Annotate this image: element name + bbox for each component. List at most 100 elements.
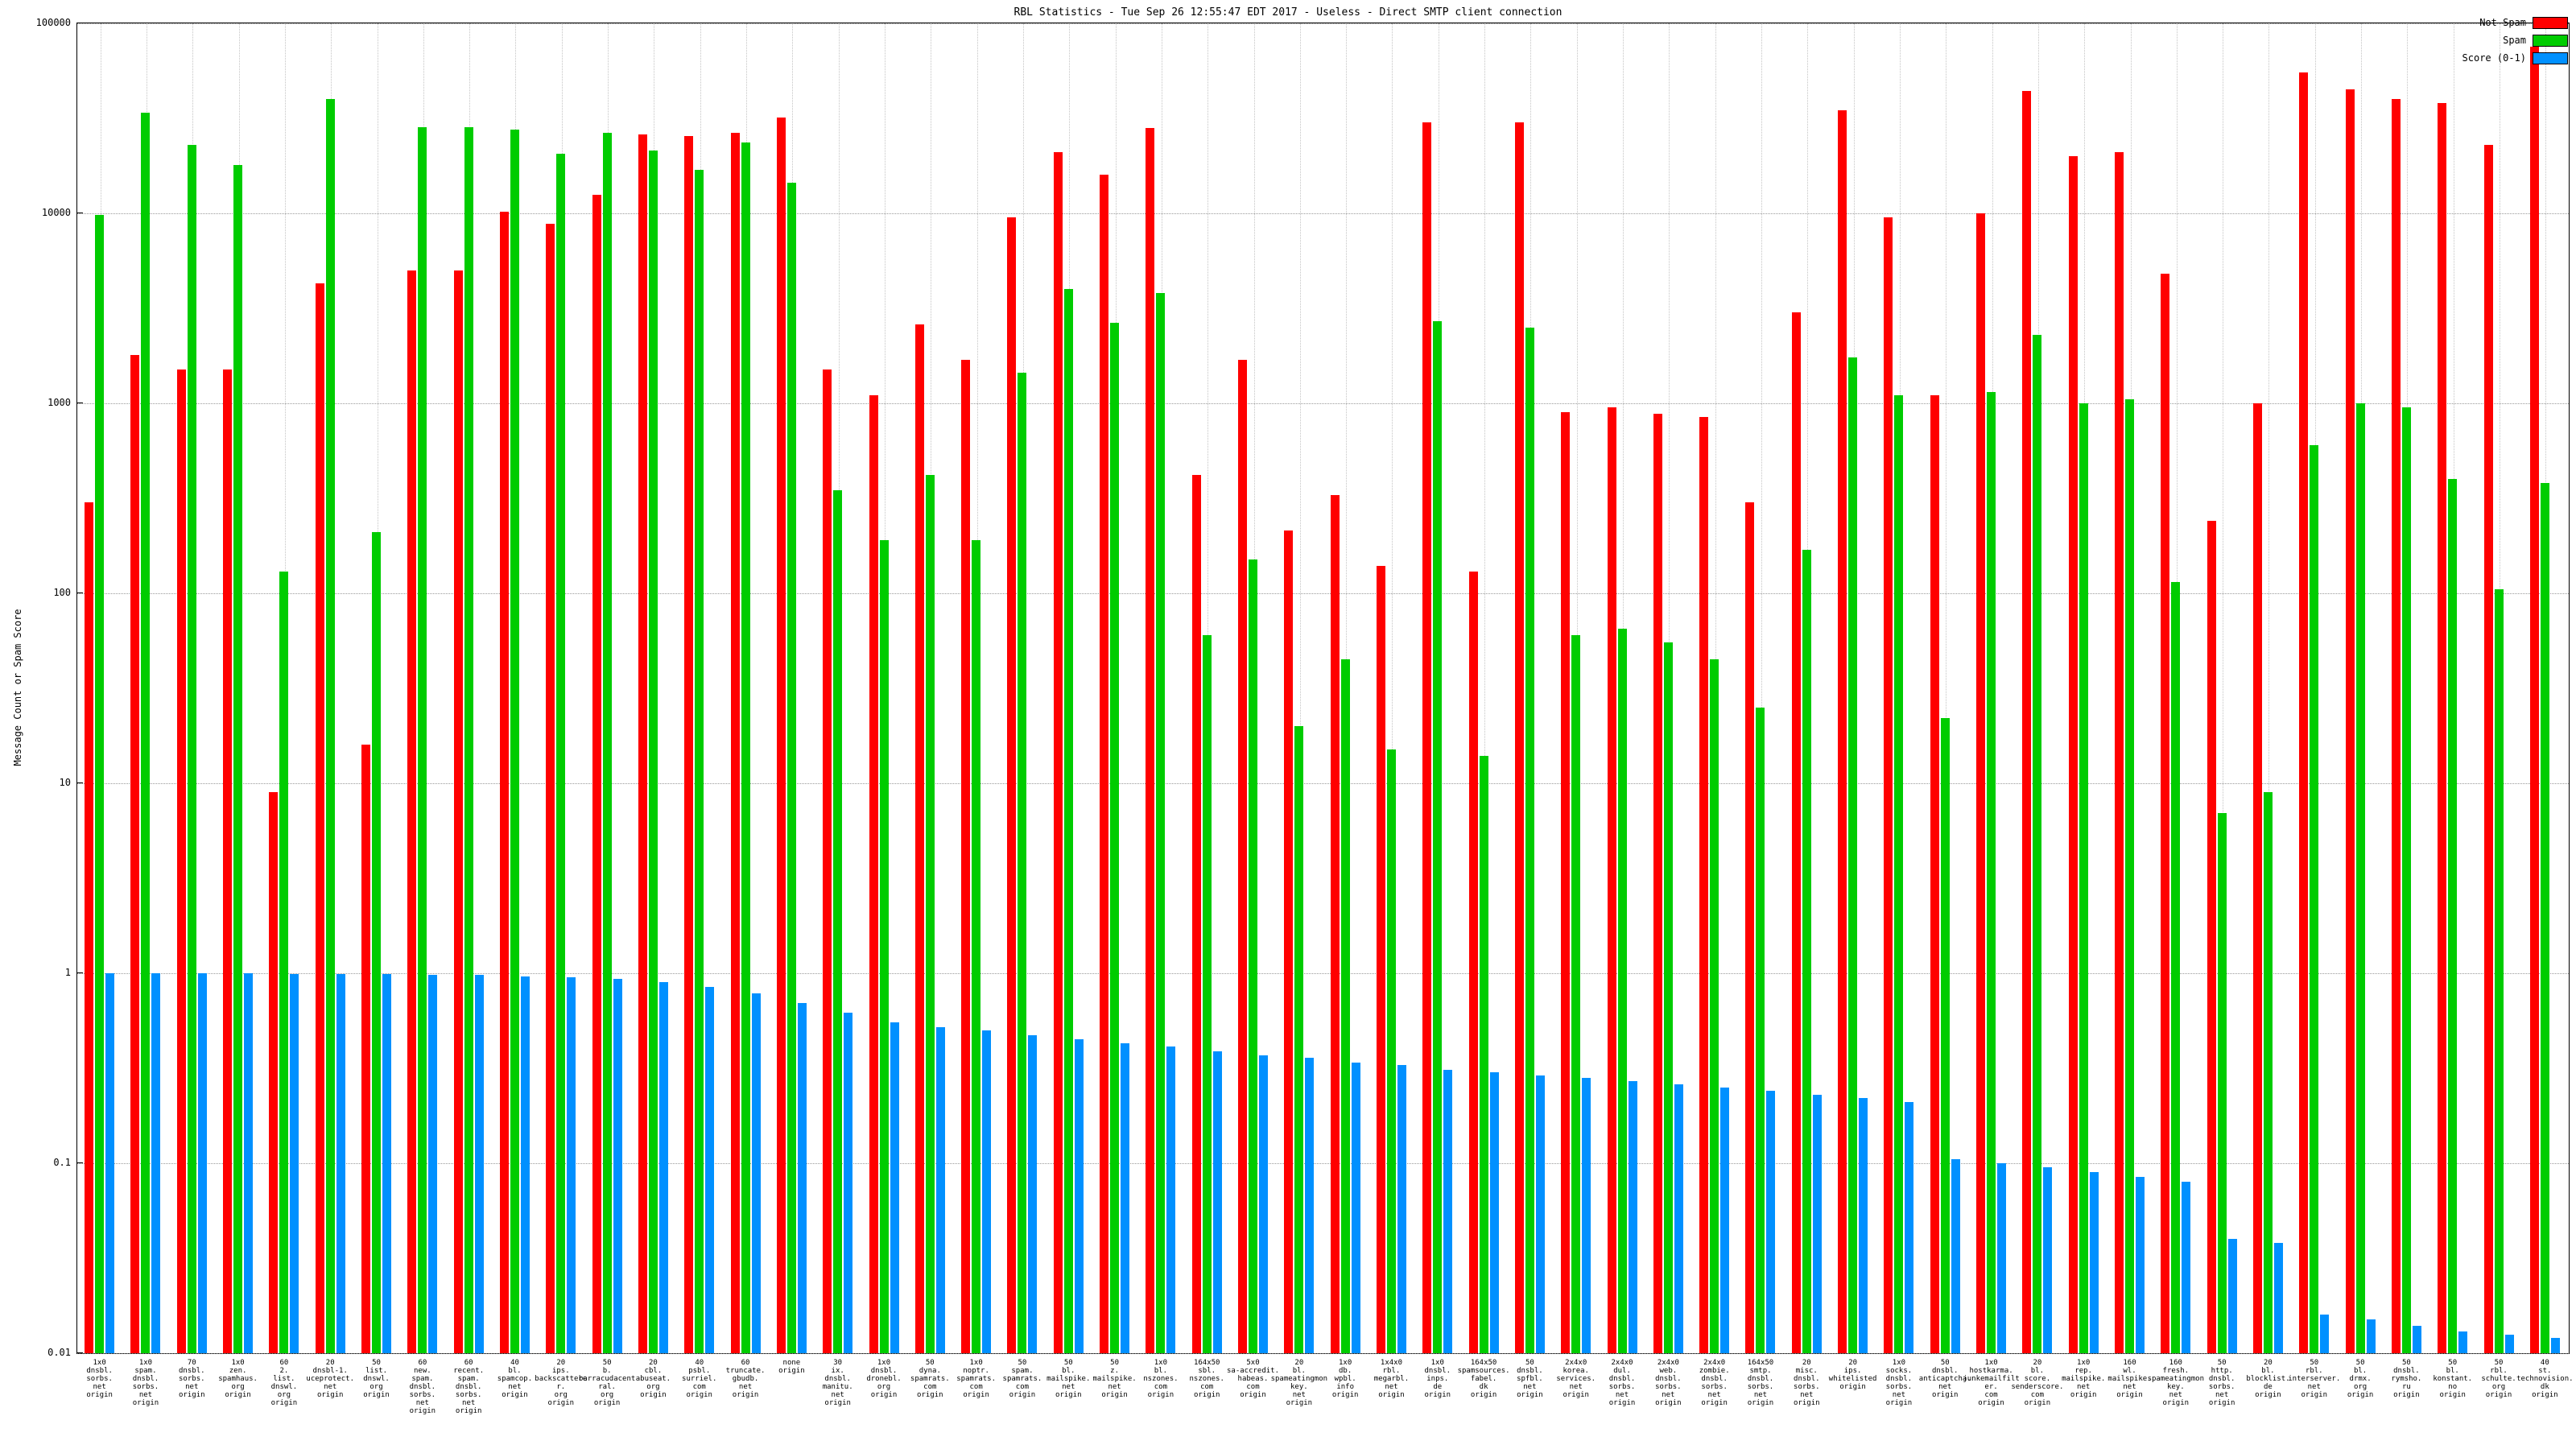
bar-spam bbox=[2171, 582, 2180, 1353]
x-category-label: 50 list. dnswl. org origin bbox=[363, 1359, 390, 1400]
bar-score bbox=[2136, 1177, 2145, 1353]
x-category-label: 40 bl. spamcop. net origin bbox=[497, 1359, 533, 1400]
bar-spam bbox=[1341, 659, 1350, 1353]
bar-spam bbox=[695, 170, 704, 1353]
bar-not-spam bbox=[2438, 103, 2446, 1353]
bar-not-spam bbox=[592, 195, 601, 1353]
bar-not-spam bbox=[1976, 213, 1985, 1353]
bar-spam bbox=[787, 183, 796, 1353]
bar-score bbox=[798, 1003, 807, 1353]
h-gridline bbox=[77, 403, 2569, 404]
bar-score bbox=[1121, 1043, 1129, 1353]
bar-not-spam bbox=[915, 324, 924, 1353]
legend-label-not-spam: Not Spam bbox=[2479, 17, 2526, 28]
bar-spam bbox=[1987, 392, 1996, 1353]
y-tick-label: 10 bbox=[59, 777, 71, 788]
bar-spam bbox=[1433, 321, 1442, 1353]
bar-score bbox=[475, 975, 484, 1353]
x-category-label: 60 recent. spam. dnsbl. sorbs. net origi… bbox=[453, 1359, 485, 1416]
h-gridline bbox=[77, 973, 2569, 974]
y-tick-label: 0.1 bbox=[53, 1157, 71, 1168]
legend-label-spam: Spam bbox=[2503, 35, 2526, 46]
x-category-label: 40 st. technovision. dk origin bbox=[2516, 1359, 2574, 1400]
bar-not-spam bbox=[1007, 217, 1016, 1353]
y-tick-label: 0.01 bbox=[47, 1347, 71, 1358]
y-tick-label: 1000 bbox=[47, 397, 71, 408]
bar-score bbox=[2551, 1338, 2560, 1353]
bar-not-spam bbox=[454, 270, 463, 1353]
x-category-label: 50 bl. konstant. no origin bbox=[2433, 1359, 2473, 1400]
bar-score bbox=[382, 974, 391, 1353]
x-category-label: 20 ips. whitelisted origin bbox=[1828, 1359, 1877, 1392]
y-tick-label: 10000 bbox=[41, 207, 71, 218]
x-category-label: 1x0 spam. dnsbl. sorbs. net origin bbox=[132, 1359, 159, 1408]
bar-score bbox=[105, 973, 114, 1353]
bar-score bbox=[1075, 1039, 1084, 1353]
bar-score bbox=[936, 1027, 945, 1353]
x-category-label: 164x50 spamsources. fabel. dk origin bbox=[1457, 1359, 1510, 1400]
bar-score bbox=[2228, 1239, 2237, 1353]
bar-score bbox=[982, 1030, 991, 1353]
bar-spam bbox=[1110, 323, 1119, 1353]
bar-not-spam bbox=[85, 502, 93, 1353]
bar-score bbox=[1582, 1078, 1591, 1353]
bar-spam bbox=[1156, 293, 1165, 1353]
x-category-label: 160 wl. mailspike. net origin bbox=[2107, 1359, 2152, 1400]
bar-score bbox=[659, 982, 668, 1353]
bar-spam bbox=[741, 142, 750, 1353]
bar-spam bbox=[1203, 635, 1212, 1353]
x-category-label: 2x4x0 korea. services. net origin bbox=[1556, 1359, 1596, 1400]
bar-spam bbox=[1249, 559, 1257, 1353]
bar-score bbox=[1766, 1091, 1775, 1353]
bar-not-spam bbox=[2022, 91, 2031, 1353]
bar-not-spam bbox=[2161, 274, 2169, 1353]
bar-score bbox=[521, 976, 530, 1353]
bar-spam bbox=[880, 540, 889, 1353]
bar-not-spam bbox=[407, 270, 416, 1353]
bar-spam bbox=[2541, 483, 2549, 1353]
bar-spam bbox=[1571, 635, 1580, 1353]
bar-spam bbox=[1064, 289, 1073, 1353]
y-tick-label: 100000 bbox=[35, 17, 71, 28]
bar-score bbox=[151, 973, 160, 1353]
h-gridline bbox=[77, 1163, 2569, 1164]
bar-spam bbox=[1848, 357, 1857, 1353]
y-tick-label: 100 bbox=[53, 587, 71, 598]
x-category-label: 1x0 dnsbl. sorbs. net origin bbox=[86, 1359, 113, 1400]
bar-not-spam bbox=[1884, 217, 1893, 1353]
bar-spam bbox=[2356, 403, 2365, 1353]
bar-score bbox=[336, 974, 345, 1353]
bar-not-spam bbox=[2392, 99, 2401, 1353]
bar-score bbox=[1997, 1163, 2006, 1353]
bar-not-spam bbox=[316, 283, 324, 1353]
bar-spam bbox=[372, 532, 381, 1353]
bar-not-spam bbox=[1930, 395, 1939, 1353]
bar-score bbox=[2367, 1319, 2376, 1353]
bar-score bbox=[844, 1013, 852, 1353]
bar-score bbox=[613, 979, 622, 1353]
x-category-label: 20 ips. backscatterer. org origin bbox=[535, 1359, 588, 1408]
bar-score bbox=[705, 987, 714, 1353]
x-category-label: 60 truncate. gbudb. net origin bbox=[725, 1359, 766, 1400]
x-category-label: 2x4x0 dul. dnsbl. sorbs. net origin bbox=[1608, 1359, 1636, 1408]
x-category-label: 1x0 rep. mailspike. net origin bbox=[2062, 1359, 2106, 1400]
bar-not-spam bbox=[2115, 152, 2124, 1353]
bar-score bbox=[1443, 1070, 1452, 1353]
v-gridline bbox=[1392, 23, 1393, 1353]
bar-spam bbox=[603, 133, 612, 1353]
bar-not-spam bbox=[1469, 572, 1478, 1353]
bar-spam bbox=[2033, 335, 2041, 1353]
bar-score bbox=[567, 977, 576, 1353]
bar-not-spam bbox=[1377, 566, 1385, 1353]
bar-score bbox=[198, 973, 207, 1353]
bar-score bbox=[1397, 1065, 1406, 1353]
x-category-label: 2x4x0 zombie. dnsbl. sorbs. net origin bbox=[1699, 1359, 1730, 1408]
v-gridline bbox=[1484, 23, 1486, 1353]
bar-score bbox=[2505, 1335, 2514, 1353]
bar-not-spam bbox=[1422, 122, 1431, 1353]
bar-score bbox=[2413, 1326, 2421, 1353]
bar-spam bbox=[141, 113, 150, 1353]
x-category-label: 164x50 smtp. dnsbl. sorbs. net origin bbox=[1747, 1359, 1774, 1408]
bar-spam bbox=[1525, 328, 1534, 1353]
